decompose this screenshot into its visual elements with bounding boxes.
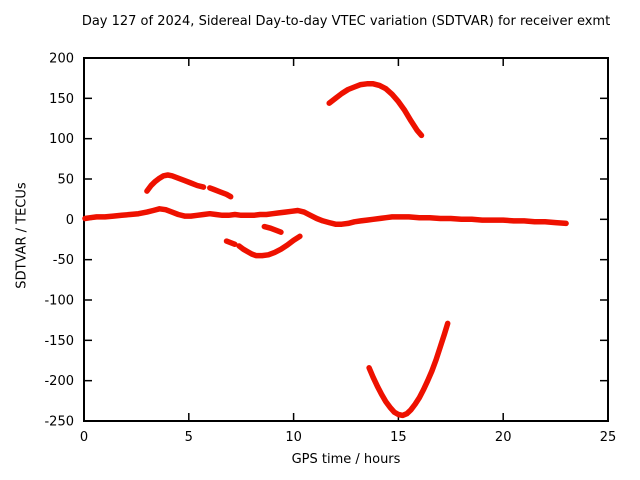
series-neg-dash-left [223,238,238,248]
y-tick-label: -250 [44,415,74,430]
y-tick-label: 150 [49,92,74,107]
y-tick-label: -150 [44,334,74,349]
y-tick-label: 200 [49,52,74,67]
x-tick-label: 25 [600,430,617,445]
series-baseline-trace [82,206,569,227]
x-tick-label: 20 [495,430,512,445]
x-axis-label: GPS time / hours [291,452,401,467]
y-tick-label: -50 [53,253,74,268]
x-tick-label: 5 [185,430,193,445]
y-tick-label: -200 [44,374,74,389]
y-tick-label: -100 [44,294,74,309]
x-tick-label: 10 [285,430,302,445]
plot-border [83,57,609,422]
series-neg-dash-small [261,223,284,235]
series-upper-arc-left [144,172,207,194]
y-tick-label: 100 [49,132,74,147]
series-top-arc [326,81,425,139]
series-neg-curve [236,233,303,259]
x-tick-label: 15 [390,430,407,445]
y-tick-label: 50 [57,173,74,188]
series-bottom-v-curve [366,320,451,419]
chart-title: Day 127 of 2024, Sidereal Day-to-day VTE… [81,14,611,29]
y-tick-label: 0 [66,213,74,228]
x-tick-label: 0 [80,430,88,445]
series-upper-arc-right [207,185,234,200]
